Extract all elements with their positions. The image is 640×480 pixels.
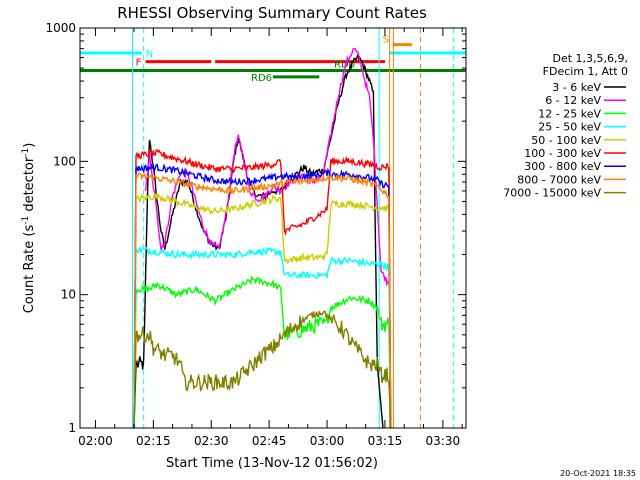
footer-date: 20-Oct-2021 18:35	[560, 469, 636, 478]
series-line-2	[133, 274, 392, 429]
y-axis-label-main: Count Rate (s	[22, 225, 37, 314]
legend-header-1: FDecim 1, Att 0	[543, 65, 628, 78]
series-line-3	[133, 246, 392, 429]
legend-label-5: 100 - 300 keV	[524, 147, 601, 160]
x-tick-label-3: 02:45	[252, 434, 287, 448]
x-tick-label-2: 02:30	[194, 434, 229, 448]
series-line-6	[133, 162, 392, 429]
y-axis-label: Count Rate (s-1 detector-1)	[21, 143, 37, 314]
flag-label-s: S	[383, 35, 389, 46]
y-axis-label-rest: detector	[22, 156, 37, 216]
x-tick-label-0: 02:00	[78, 434, 113, 448]
series-line-0	[133, 52, 384, 429]
legend-label-0: 3 - 6 keV	[552, 81, 601, 94]
series-line-8	[133, 310, 392, 429]
legend-label-7: 800 - 7000 keV	[517, 173, 601, 186]
series-line-7	[133, 172, 392, 429]
legend-label-3: 25 - 50 keV	[538, 121, 601, 134]
series-lines	[133, 47, 392, 429]
legend: Det 1,3,5,6,9,FDecim 1, Att 0 3 - 6 keV6 …	[503, 52, 628, 200]
legend-label-2: 12 - 25 keV	[538, 107, 601, 120]
y-axis-label-sup2: -1	[21, 148, 31, 157]
plot-frame	[79, 27, 467, 429]
y-tick-label-2: 100	[53, 154, 76, 168]
x-tick-label-1: 02:15	[136, 434, 171, 448]
legend-header-0: Det 1,3,5,6,9,	[552, 52, 628, 65]
series-line-5	[133, 149, 392, 429]
y-tick-label-0: 1	[68, 421, 76, 435]
legend-label-4: 50 - 100 keV	[531, 134, 601, 147]
y-axis-label-sup: -1	[21, 216, 31, 225]
y-tick-label-3: 1000	[45, 21, 76, 35]
axis-ticks: 02:00 02:15 02:30 02:45 03:00 03:15 03:30 1 10 10…	[45, 21, 466, 448]
legend-label-8: 7000 - 15000 keV	[503, 187, 601, 200]
y-axis-label-close: )	[22, 143, 37, 148]
series-line-4	[133, 191, 392, 429]
vertical-markers	[131, 28, 455, 428]
x-tick-label-5: 03:15	[368, 434, 403, 448]
chart-title: RHESSI Observing Summary Count Rates	[117, 4, 427, 22]
x-tick-label-6: 03:30	[426, 434, 461, 448]
y-tick-label-1: 10	[61, 288, 76, 302]
flag-label-rd6: RD6	[251, 73, 272, 84]
x-axis-label: Start Time (13-Nov-12 01:56:02)	[166, 456, 378, 471]
flag-label-f: F	[136, 58, 142, 69]
legend-label-1: 6 - 12 keV	[545, 94, 601, 107]
flag-label-n: N	[146, 49, 153, 60]
legend-label-6: 300 - 800 keV	[524, 160, 601, 173]
x-tick-label-4: 03:00	[310, 434, 345, 448]
